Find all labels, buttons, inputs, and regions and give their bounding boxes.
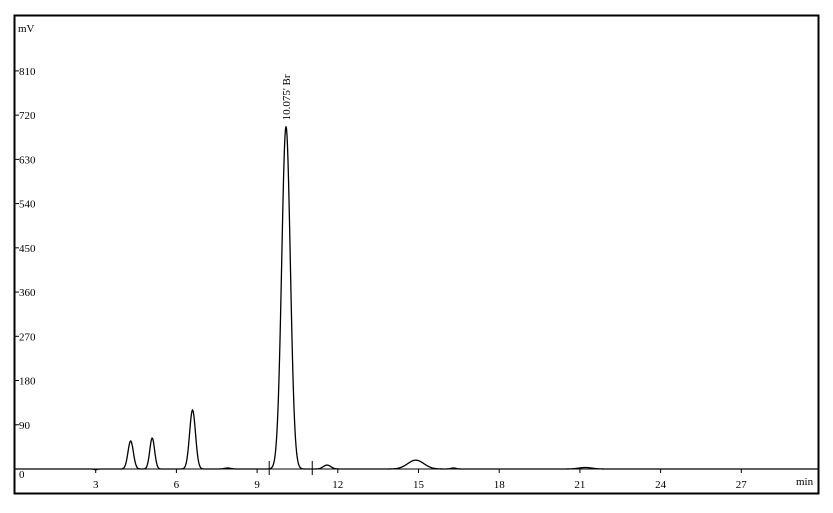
y-tick-label: 0	[19, 469, 25, 481]
peak-label: 10.075' Br	[281, 74, 293, 120]
x-tick-label: 15	[413, 479, 425, 491]
x-tick-label: 3	[93, 479, 99, 491]
x-tick-label: 9	[254, 479, 260, 491]
plot-frame	[13, 14, 820, 495]
y-tick-label: 810	[19, 66, 36, 78]
y-tick-label: 720	[19, 110, 36, 122]
y-tick-label: 630	[19, 154, 36, 166]
x-tick-label: 27	[736, 479, 748, 491]
y-tick-label: 270	[19, 331, 36, 343]
y-tick-label: 90	[19, 420, 31, 432]
x-tick-label: 18	[494, 479, 506, 491]
signal-trace	[15, 126, 818, 471]
y-tick-label: 180	[19, 376, 36, 388]
y-tick-label: 540	[19, 199, 36, 211]
x-tick-label: 21	[574, 479, 585, 491]
x-tick-label: 24	[655, 479, 667, 491]
x-tick-label: 6	[174, 479, 180, 491]
x-axis-label: min	[796, 476, 814, 488]
y-tick-label: 360	[19, 287, 36, 299]
x-tick-label: 12	[332, 479, 343, 491]
y-axis-label: mV	[18, 23, 35, 35]
y-tick-label: 450	[19, 243, 36, 255]
